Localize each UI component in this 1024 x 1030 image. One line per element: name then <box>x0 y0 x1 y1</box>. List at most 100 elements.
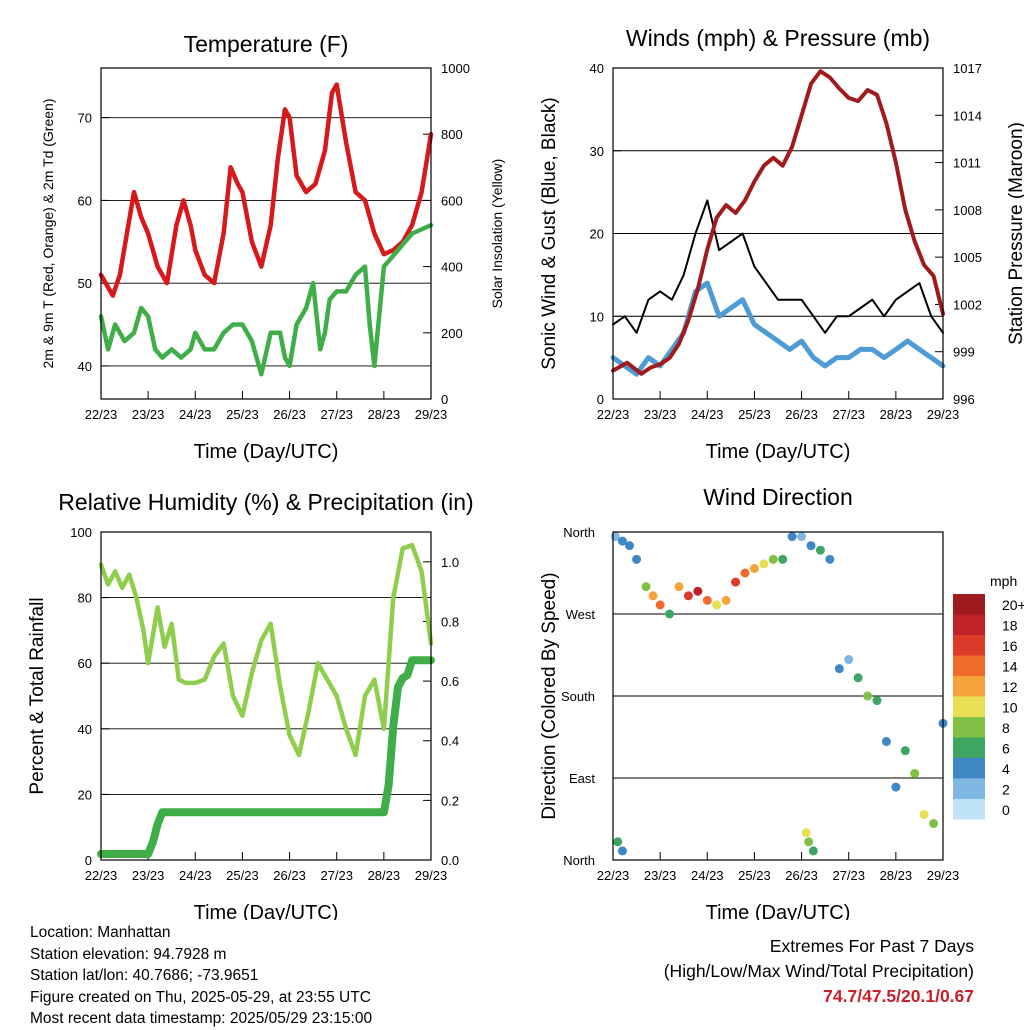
y-tick-label-right: 1011 <box>953 156 981 171</box>
legend-swatch <box>953 614 985 635</box>
y-tick-label-right: 0.4 <box>441 734 459 749</box>
x-tick-label: 23/23 <box>644 868 677 883</box>
legend-swatch <box>953 758 985 779</box>
x-tick-label: 23/23 <box>644 407 677 422</box>
legend-label: 14 <box>1002 659 1018 675</box>
legend-swatch <box>953 778 985 799</box>
location-text: Location: Manhattan <box>30 924 171 941</box>
x-tick-label: 27/23 <box>832 868 865 883</box>
y-tick-label: 60 <box>78 193 92 208</box>
x-tick-label: 26/23 <box>785 407 818 422</box>
station-info: Location: Manhattan Station elevation: 9… <box>30 922 372 1030</box>
y-tick-label-right: 200 <box>441 326 463 341</box>
y-tick-label-right: 600 <box>441 193 463 208</box>
legend-label: 8 <box>1002 720 1010 736</box>
scatter-point <box>853 673 863 683</box>
scatter-point <box>797 532 807 542</box>
scatter-point <box>641 582 651 592</box>
y-tick-label-right: 1.0 <box>441 555 459 570</box>
plot-frame <box>100 67 432 400</box>
y-tick-label: 40 <box>78 722 92 737</box>
scatter-point <box>910 768 920 778</box>
scatter-point <box>655 600 665 610</box>
scatter-point <box>693 586 703 596</box>
x-tick-label: 24/23 <box>179 407 212 422</box>
scatter-point <box>721 595 731 605</box>
y-tick-label-right: 1014 <box>953 108 982 123</box>
extremes-title: Extremes For Past 7 Days <box>769 936 974 956</box>
plot-frame <box>612 67 944 400</box>
x-tick-label: 28/23 <box>368 868 401 883</box>
legend-label: 20+ <box>1002 597 1024 613</box>
panel-4: Wind Direction Time (Day/UTC) Direction (C… <box>539 484 1024 920</box>
series-line-1 <box>610 280 946 377</box>
x-tick-label: 27/23 <box>832 407 865 422</box>
scatter-point <box>881 737 891 747</box>
y-tick-label-right: 999 <box>953 345 975 360</box>
scatter-point <box>825 554 835 564</box>
extremes-subtitle: (High/Low/Max Wind/Total Precipitation) <box>663 961 974 981</box>
scatter-point <box>674 582 684 592</box>
y-tick-label-right: 0.8 <box>441 614 459 629</box>
panel-title: Winds (mph) & Pressure (mb) <box>626 25 930 51</box>
extremes-box: Extremes For Past 7 Days (High/Low/Max W… <box>664 934 974 1009</box>
y-tick-label: 0 <box>597 392 604 407</box>
x-tick-label: 24/23 <box>179 868 212 883</box>
elevation-text: Station elevation: 94.7928 m <box>30 945 227 963</box>
scatter-point <box>787 532 797 542</box>
x-tick-label: 29/23 <box>927 868 960 883</box>
scatter-point <box>804 837 814 847</box>
legend-label: 16 <box>1002 638 1018 654</box>
scatter-point <box>919 809 929 819</box>
legend-swatch <box>953 696 985 717</box>
x-tick-label: 25/23 <box>226 868 259 883</box>
series-line-1 <box>98 542 434 758</box>
y-axis-label: Direction (Colored By Speed) <box>539 572 560 819</box>
legend-swatch <box>953 655 985 676</box>
scatter-point <box>768 554 778 564</box>
scatter-point <box>613 837 623 847</box>
scatter-point <box>702 595 712 605</box>
scatter-point <box>834 664 844 674</box>
scatter-point <box>740 568 750 578</box>
y-tick-label: 20 <box>590 227 604 242</box>
x-tick-label: 22/23 <box>597 407 630 422</box>
legend-title: mph <box>990 573 1017 589</box>
y-tick-label: North <box>563 525 595 540</box>
legend-swatch <box>953 635 985 656</box>
x-tick-label: 25/23 <box>738 868 771 883</box>
y-tick-label: 10 <box>590 309 604 324</box>
scatter-point <box>625 541 634 551</box>
y-tick-label-right: 1005 <box>953 250 982 265</box>
y-tick-label: 40 <box>590 61 604 76</box>
y-tick-label-right: 1008 <box>953 203 982 218</box>
y-tick-label-right: 1017 <box>953 61 982 76</box>
y-tick-label-right: 1000 <box>441 61 470 76</box>
y-tick-label: 60 <box>78 656 92 671</box>
x-tick-label: 24/23 <box>691 407 724 422</box>
x-axis-label: Time (Day/UTC) <box>194 441 339 463</box>
series-line-2 <box>612 199 944 334</box>
y-tick-label-right: 0 <box>441 392 448 407</box>
station-chart-panels: Temperature (F) Time (Day/UTC) 2m & 9m T (… <box>27 25 1024 920</box>
x-tick-label: 25/23 <box>226 407 259 422</box>
x-tick-label: 27/23 <box>320 407 353 422</box>
scatter-point <box>891 782 901 792</box>
x-tick-label: 28/23 <box>368 407 401 422</box>
y-tick-label-right: 996 <box>953 392 975 407</box>
latlon-text: Station lat/lon: 40.7686; -73.9651 <box>30 967 259 984</box>
speed-legend: mph 20+ 18 16 14 12 10 8 6 4 2 0 <box>953 573 1024 820</box>
y-tick-label: 40 <box>78 359 92 374</box>
scatter-point <box>778 554 788 564</box>
y-tick-label-right: 0.2 <box>441 793 459 808</box>
x-tick-label: 28/23 <box>880 407 913 422</box>
legend-swatch <box>953 676 985 697</box>
scatter-point <box>872 696 882 706</box>
created-text: Figure created on Thu, 2025-05-29, at 23… <box>30 988 371 1006</box>
x-tick-label: 26/23 <box>273 407 306 422</box>
scatter-point <box>683 591 693 601</box>
x-tick-label: 29/23 <box>927 407 960 422</box>
scatter-point <box>900 746 910 756</box>
x-axis-label: Time (Day/UTC) <box>706 441 851 463</box>
panel-3: Relative Humidity (%) & Precipitation (i… <box>27 489 474 920</box>
